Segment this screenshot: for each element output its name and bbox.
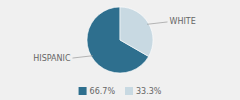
- chart: HISPANIC WHITE 66.7% 33.3%: [0, 0, 240, 100]
- annotations: HISPANIC WHITE: [33, 17, 195, 62]
- pie: [87, 7, 153, 73]
- pie-slice: [120, 7, 153, 56]
- legend-label: 66.7%: [90, 87, 116, 96]
- leader-line: [73, 56, 93, 58]
- background: [0, 0, 240, 100]
- legend-label: 33.3%: [136, 87, 162, 96]
- slice-label: WHITE: [170, 17, 196, 26]
- legend: 66.7% 33.3%: [79, 87, 162, 96]
- slice-label: HISPANIC: [33, 54, 71, 63]
- leader-line: [147, 22, 167, 24]
- legend-swatch: [79, 87, 87, 95]
- legend-swatch: [125, 87, 133, 95]
